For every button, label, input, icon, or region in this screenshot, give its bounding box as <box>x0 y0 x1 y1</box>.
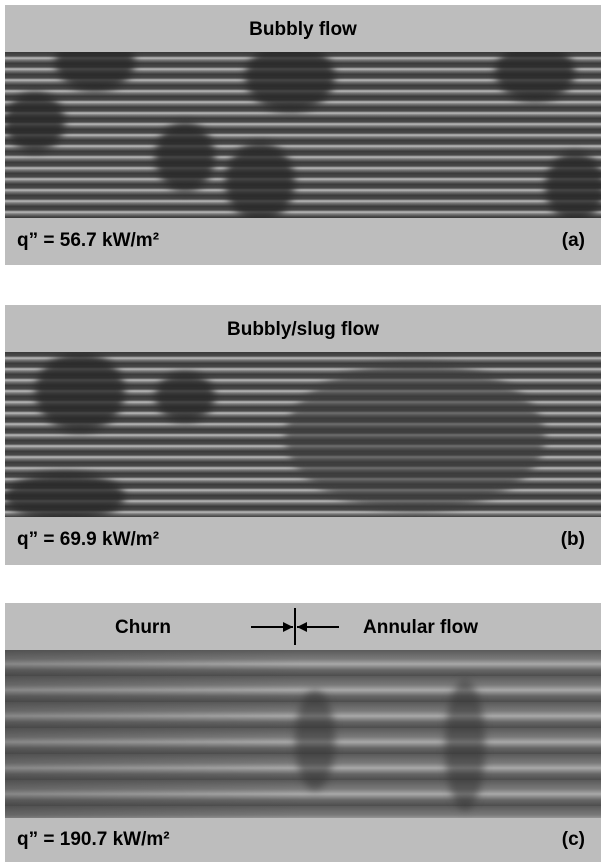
panel-label: (b) <box>560 529 585 550</box>
panel-title: Bubbly flow <box>249 19 357 40</box>
panel-label: (a) <box>561 230 585 251</box>
panel: Bubbly flow q” = 56.7 kW/m² (a) <box>5 5 601 265</box>
boundary-marker <box>251 608 339 645</box>
panel: Bubbly/slug flow q” = 69.9 kW/m² (b) <box>5 305 601 565</box>
flow-photo <box>5 650 601 818</box>
panel-title: Churn <box>115 617 171 638</box>
heat-flux: q” = 69.9 kW/m² <box>17 529 160 550</box>
panel-header: Churn Annular flow <box>5 603 601 650</box>
panel-title: Annular flow <box>363 617 479 638</box>
heat-flux: q” = 190.7 kW/m² <box>17 829 170 850</box>
heat-flux: q” = 56.7 kW/m² <box>17 230 160 251</box>
panel-footer: q” = 69.9 kW/m² (b) <box>5 517 601 563</box>
flow-photo <box>5 352 601 517</box>
flow-photo <box>5 52 601 218</box>
panel: Churn Annular flow q” = 190.7 kW/m² (c) <box>5 603 601 862</box>
panel-label: (c) <box>561 829 585 850</box>
panel-title: Bubbly/slug flow <box>227 319 379 340</box>
panel-footer: q” = 190.7 kW/m² (c) <box>5 818 601 862</box>
panel-footer: q” = 56.7 kW/m² (a) <box>5 218 601 264</box>
